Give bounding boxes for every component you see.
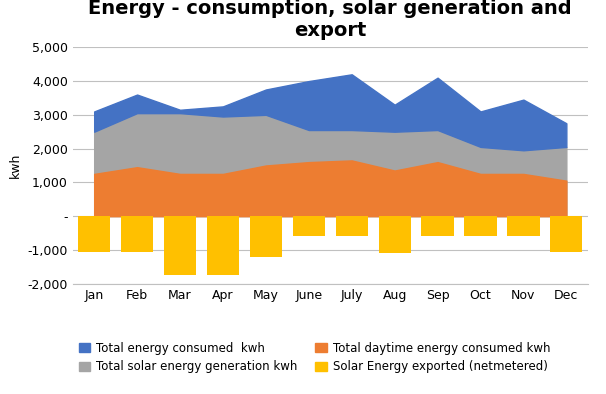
Legend: Total energy consumed  kwh, Total solar energy generation kwh, Total daytime ene: Total energy consumed kwh, Total solar e…	[79, 342, 551, 374]
Bar	[336, 216, 368, 236]
Bar	[164, 216, 196, 275]
Bar	[422, 216, 454, 236]
Bar	[464, 216, 496, 236]
Bar	[550, 216, 582, 252]
Bar	[379, 216, 411, 253]
Bar	[507, 216, 539, 236]
Y-axis label: kwh: kwh	[9, 153, 22, 178]
Bar	[293, 216, 325, 236]
Bar	[121, 216, 153, 252]
Bar	[250, 216, 282, 256]
Bar	[78, 216, 110, 252]
Title: Energy - consumption, solar generation and
export: Energy - consumption, solar generation a…	[88, 0, 572, 40]
Bar	[207, 216, 239, 275]
